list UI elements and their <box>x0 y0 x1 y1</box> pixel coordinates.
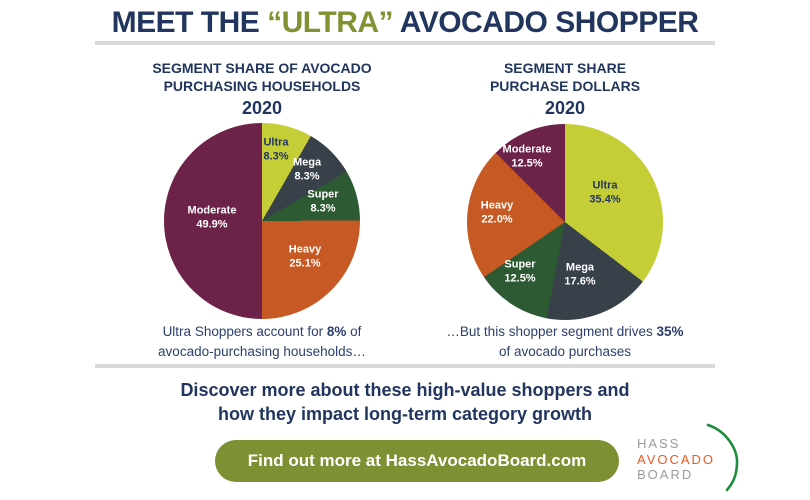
pie-slice-label-mega: Mega 17.6% <box>564 261 596 287</box>
left-chart-title-line2: PURCHASING HOUSEHOLDS <box>163 77 361 94</box>
discover-text: Discover more about these high-value sho… <box>95 379 715 427</box>
discover-line2: how they impact long-term category growt… <box>217 403 593 424</box>
logo-line-avocado: AVOCADO <box>637 451 716 467</box>
discover-line1: Discover more about these high-value sho… <box>180 380 630 400</box>
logo-line-board: BOARD <box>637 467 694 482</box>
pie-slice-label-super: Super 8.3% <box>307 188 339 214</box>
pie-slice-label-super: Super 12.5% <box>504 258 536 284</box>
dollars-pie-chart: Ultra 35.4% Mega 17.6% Super 12.5% Heavy… <box>467 124 663 320</box>
right-chart-year: 2020 <box>544 97 586 118</box>
pie-slice-label-mega: Mega 8.3% <box>292 156 322 182</box>
right-chart-title-line1: SEGMENT SHARE <box>503 60 627 76</box>
pie-slice-label-moderate: Moderate 49.9% <box>187 204 237 230</box>
left-chart-title-line1: SEGMENT SHARE OF AVOCADO <box>152 60 372 76</box>
right-chart-title: SEGMENT SHARE PURCHASE DOLLARS 2020 <box>425 60 705 120</box>
hass-avocado-board-logo: HASS AVOCADO BOARD <box>637 436 715 483</box>
pie-slice-label-ultra: Ultra 35.4% <box>589 179 621 205</box>
title-divider <box>95 41 715 45</box>
title-pre: MEET THE <box>111 6 268 39</box>
title-highlight-ultra: “ULTRA” <box>267 6 394 39</box>
page-title: MEET THE “ULTRA” AVOCADO SHOPPER <box>95 6 715 40</box>
footer-divider <box>95 364 715 368</box>
left-chart-year: 2020 <box>241 97 283 118</box>
title-post: AVOCADO SHOPPER <box>393 6 699 39</box>
logo-line-hass: HASS <box>637 436 681 451</box>
left-pie-caption: Ultra Shoppers account for 8% of avocado… <box>158 324 366 360</box>
pie-slice-label-ultra: Ultra 8.3% <box>263 136 289 162</box>
find-out-more-button[interactable]: Find out more at HassAvocadoBoard.com <box>215 440 619 482</box>
pie-slice-label-moderate: Moderate 12.5% <box>502 143 552 169</box>
pie-slice-label-heavy: Heavy 25.1% <box>288 243 322 269</box>
logo-avocado-curve-icon <box>706 423 739 492</box>
households-pie-chart: Ultra 8.3% Mega 8.3% Super 8.3% Heavy 25… <box>164 123 360 319</box>
right-pie-caption: …But this shopper segment drives 35% of … <box>446 324 684 360</box>
right-chart-title-line2: PURCHASE DOLLARS <box>489 77 641 94</box>
left-chart-title: SEGMENT SHARE OF AVOCADO PURCHASING HOUS… <box>102 60 422 120</box>
pie-slice-label-heavy: Heavy 22.0% <box>480 199 514 225</box>
